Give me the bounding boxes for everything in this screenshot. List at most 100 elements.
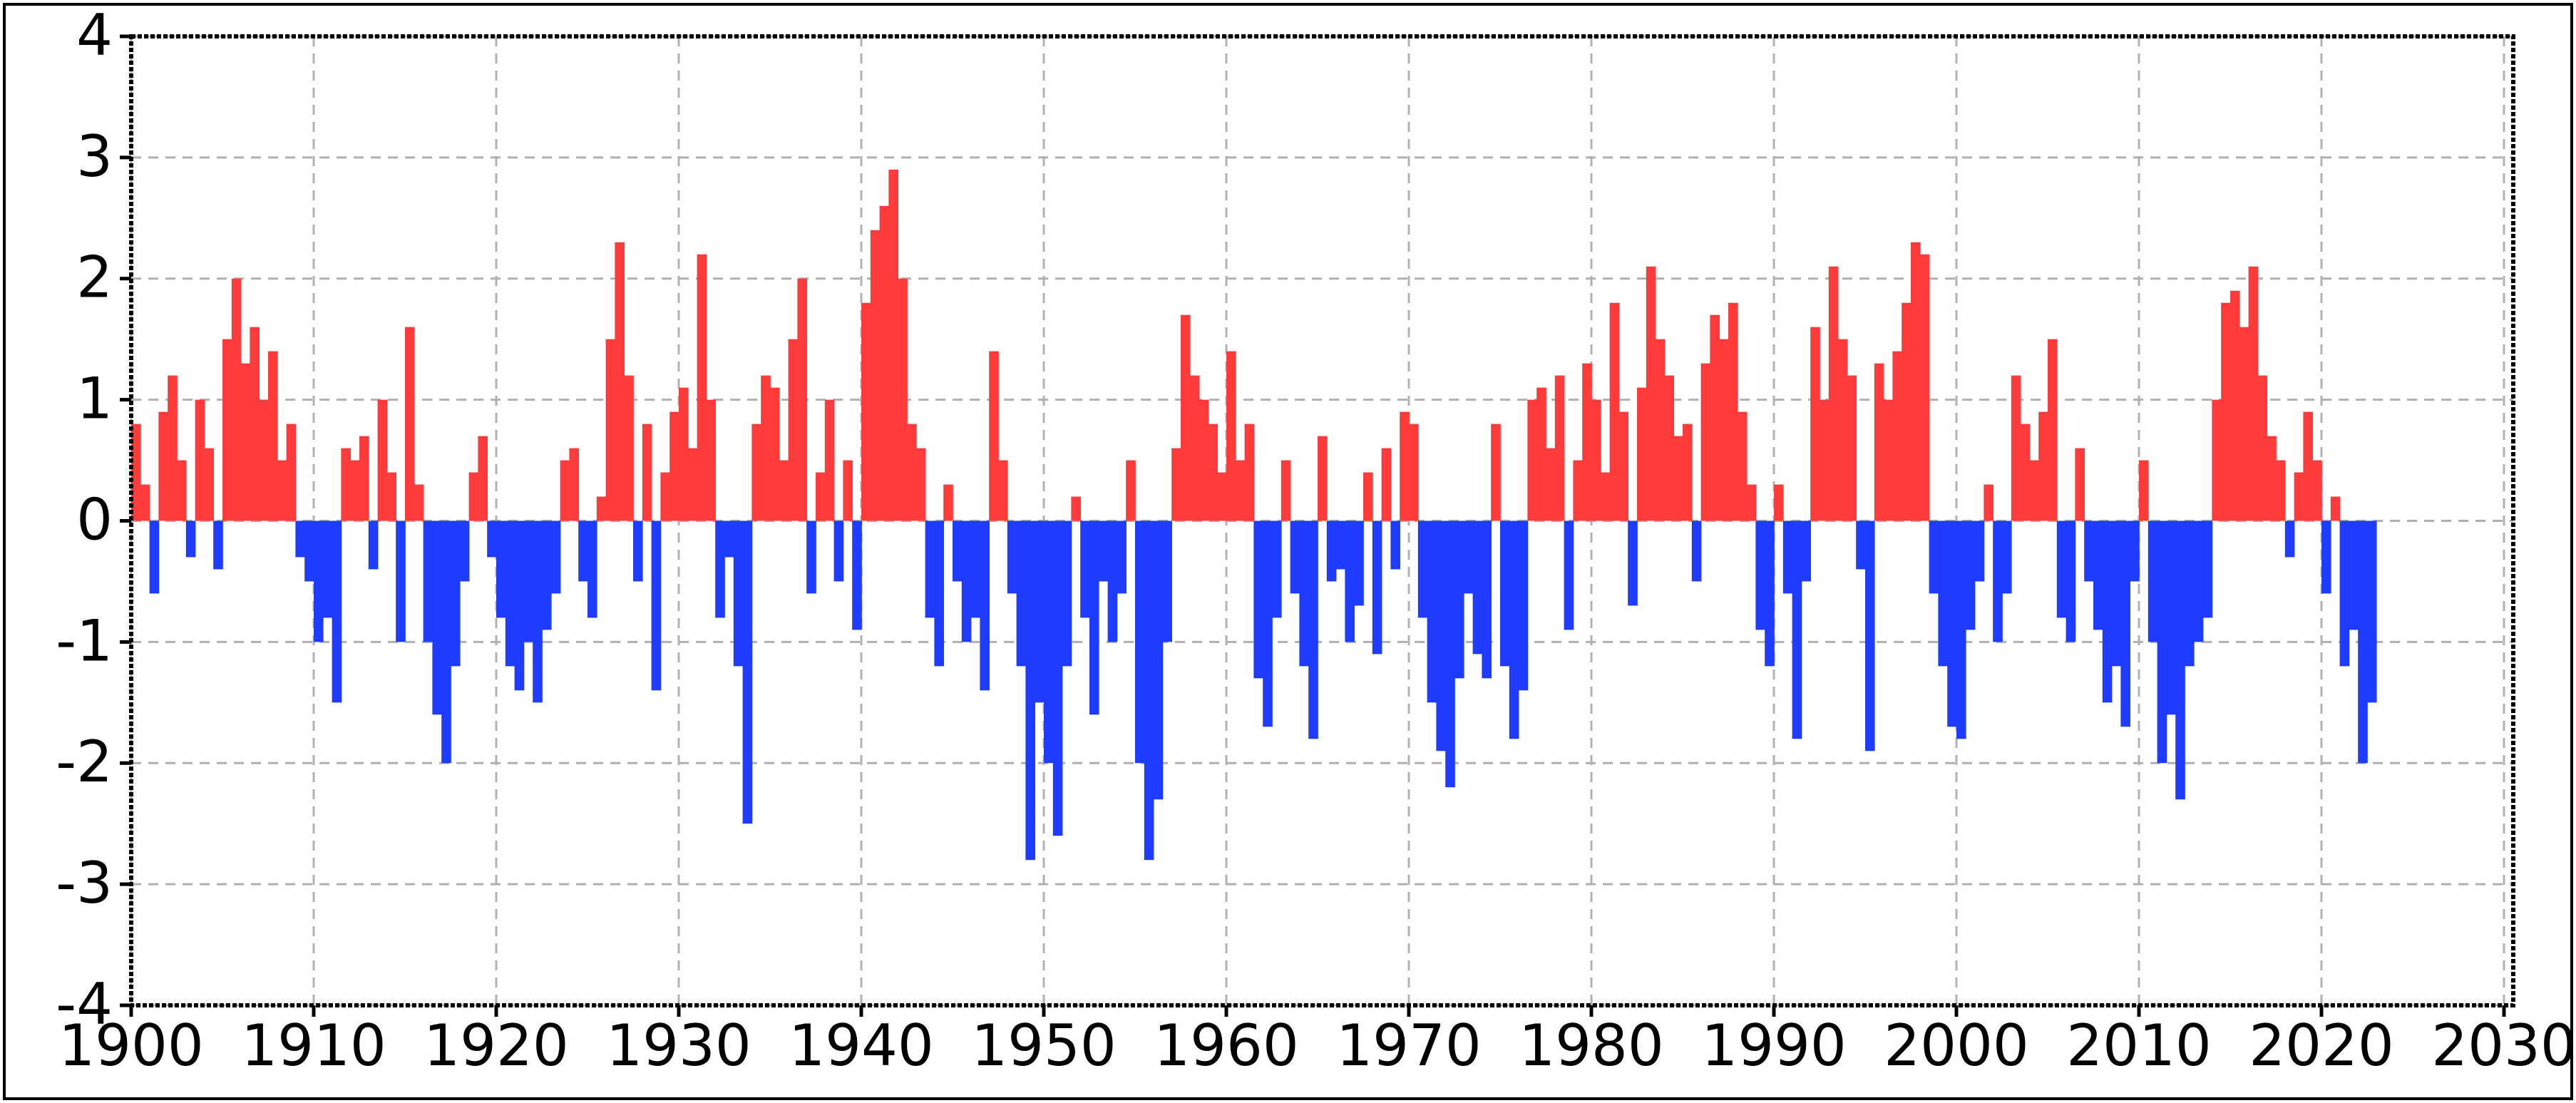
bar xyxy=(2321,520,2331,594)
bar xyxy=(1774,484,1784,521)
bar xyxy=(2193,520,2204,642)
bar xyxy=(1135,520,1145,764)
bar xyxy=(2029,460,2039,521)
bar xyxy=(596,496,607,521)
bar xyxy=(158,411,168,521)
bar xyxy=(934,520,944,667)
bar xyxy=(915,448,926,521)
bar xyxy=(1782,520,1793,594)
bar xyxy=(1938,520,1948,667)
x-tick-label: 1900 xyxy=(58,1012,204,1079)
bar xyxy=(441,520,451,764)
bar xyxy=(1637,387,1647,521)
bar xyxy=(1719,339,1729,521)
bar xyxy=(1691,520,1702,582)
bar xyxy=(1792,520,1802,739)
bar xyxy=(1345,520,1355,642)
bar xyxy=(1582,363,1592,521)
bar xyxy=(277,460,287,521)
bar xyxy=(1409,424,1419,521)
bar xyxy=(1044,520,1054,764)
bar xyxy=(1263,520,1273,727)
bar xyxy=(1919,254,1930,521)
bar xyxy=(898,278,908,521)
bar xyxy=(185,520,196,558)
x-tick-label: 1910 xyxy=(241,1012,386,1079)
bar xyxy=(797,278,807,521)
x-tick-label: 1930 xyxy=(606,1012,751,1079)
bar xyxy=(1144,520,1154,861)
bar xyxy=(998,460,1008,521)
bar xyxy=(953,520,963,582)
bar xyxy=(542,520,552,630)
bar xyxy=(451,520,461,667)
bar xyxy=(1491,424,1501,521)
bar xyxy=(295,520,305,558)
bar xyxy=(1646,266,1656,521)
bar xyxy=(1974,520,1985,582)
bar xyxy=(1153,520,1164,800)
bar xyxy=(1500,520,1510,667)
bar xyxy=(487,520,497,558)
bar xyxy=(1755,520,1765,630)
x-tick-label: 1920 xyxy=(424,1012,569,1079)
bar xyxy=(405,327,415,521)
bar xyxy=(1417,520,1428,618)
bar xyxy=(697,254,707,521)
bar xyxy=(1847,375,1857,521)
bar xyxy=(149,520,160,594)
bar xyxy=(1546,448,1556,521)
bar xyxy=(1536,387,1546,521)
bar xyxy=(1664,375,1674,521)
bar xyxy=(1326,520,1337,582)
bar xyxy=(779,460,789,521)
bar xyxy=(1463,520,1474,594)
bar xyxy=(1436,520,1446,751)
bar xyxy=(2267,436,2277,521)
bar xyxy=(1828,266,1839,521)
bar xyxy=(1837,339,1848,521)
bar xyxy=(1765,520,1775,667)
bar xyxy=(560,460,570,521)
y-tick-label: -2 xyxy=(56,729,113,795)
bar xyxy=(1728,302,1738,521)
bar xyxy=(2011,375,2021,521)
bar xyxy=(706,399,716,521)
bar xyxy=(2139,460,2149,521)
bar xyxy=(1874,363,1884,521)
bar xyxy=(751,424,761,521)
bar xyxy=(715,520,725,618)
bar xyxy=(1281,460,1291,521)
bar xyxy=(633,520,643,582)
bar xyxy=(2276,460,2286,521)
bar xyxy=(140,484,150,521)
bar xyxy=(514,520,525,691)
bar xyxy=(1655,339,1666,521)
bar xyxy=(1390,520,1400,570)
bar xyxy=(2339,520,2350,667)
y-tick-label: 4 xyxy=(76,2,113,68)
bar xyxy=(1189,375,1200,521)
bar xyxy=(724,520,734,558)
bar xyxy=(816,472,826,521)
bar xyxy=(1482,520,1492,679)
bar xyxy=(341,448,351,521)
bar xyxy=(970,520,981,618)
y-tick-label: 2 xyxy=(76,245,113,311)
bar xyxy=(204,448,214,521)
bar xyxy=(2120,520,2130,727)
bar xyxy=(1381,448,1392,521)
bar xyxy=(250,327,260,521)
bar xyxy=(1710,314,1720,521)
bar xyxy=(1628,520,1638,606)
bar xyxy=(669,411,679,521)
bar xyxy=(1354,520,1364,606)
bar xyxy=(660,472,670,521)
plot-frame xyxy=(129,34,2515,1007)
bar xyxy=(2102,520,2113,703)
bar xyxy=(1117,520,1127,594)
bar xyxy=(2157,520,2167,764)
x-tick-label: 1990 xyxy=(1701,1012,1847,1079)
bar xyxy=(961,520,972,642)
